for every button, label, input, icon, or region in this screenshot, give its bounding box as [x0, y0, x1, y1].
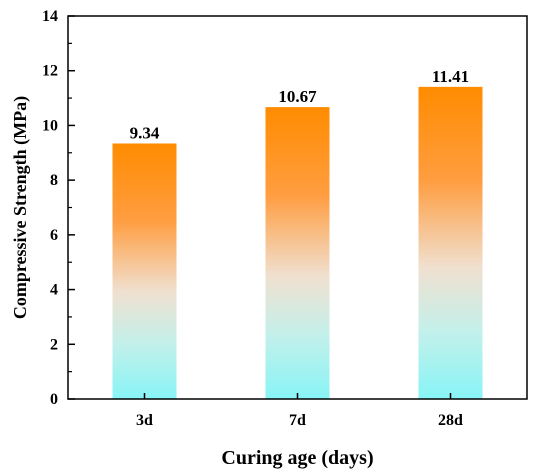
- bar-7d: [265, 107, 330, 399]
- x-axis-title: Curing age (days): [221, 447, 373, 469]
- y-tick-label: 4: [50, 282, 58, 299]
- x-tick-label-7d: 7d: [289, 412, 306, 429]
- x-tick-label-28d: 28d: [438, 412, 463, 429]
- data-label-7d: 10.67: [278, 87, 317, 106]
- bars-layer: [112, 86, 483, 399]
- data-label-28d: 11.41: [432, 67, 469, 86]
- data-labels-layer: 9.34 10.67 11.41: [130, 67, 470, 143]
- y-tick-label: 8: [50, 172, 58, 189]
- y-tick-label: 0: [50, 391, 58, 408]
- bar-28d: [418, 86, 483, 399]
- y-tick-label: 10: [42, 117, 58, 134]
- bar-3d: [112, 143, 177, 399]
- y-axis-ticks: 0 2 4 6 8 10 12 14: [42, 8, 75, 408]
- x-tick-label-3d: 3d: [136, 412, 153, 429]
- y-tick-label: 2: [50, 336, 58, 353]
- y-axis-title: Compressive Strength (MPa): [10, 96, 31, 319]
- x-axis-ticks: 3d 7d 28d: [136, 393, 463, 429]
- data-label-3d: 9.34: [130, 123, 160, 142]
- y-tick-label: 12: [42, 63, 58, 80]
- y-tick-label: 14: [42, 8, 58, 25]
- y-tick-label: 6: [50, 227, 58, 244]
